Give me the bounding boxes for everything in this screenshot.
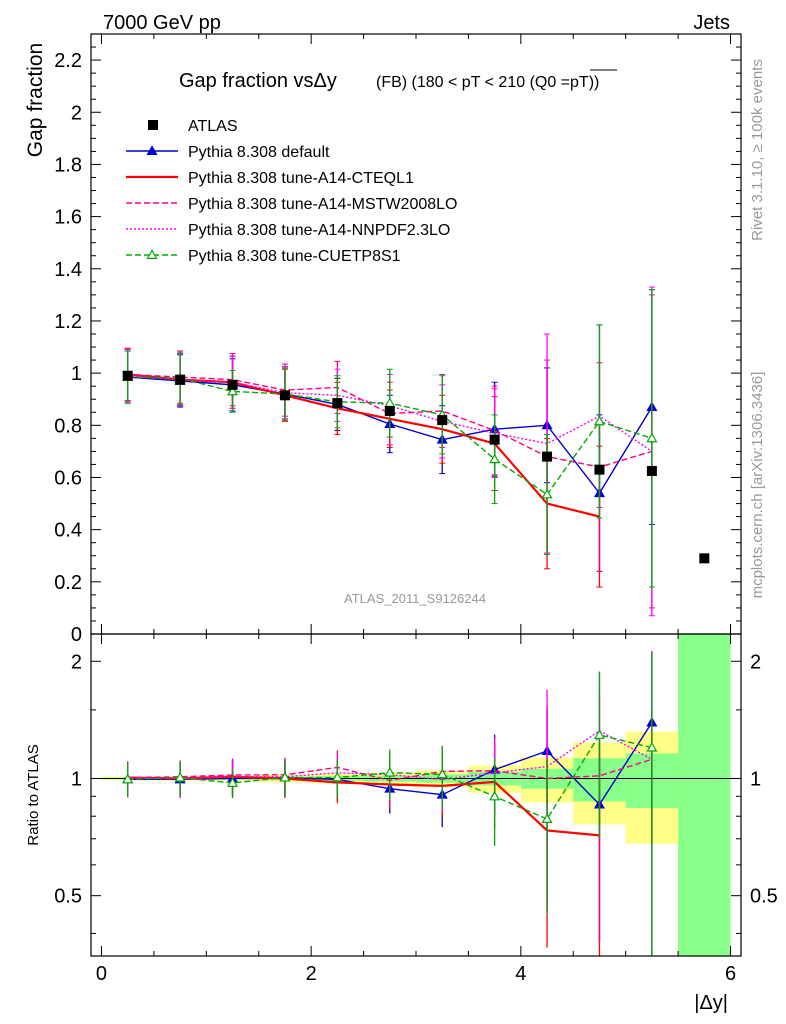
legend-label: Pythia 8.308 tune-A14-NNPDF2.3LO bbox=[188, 222, 450, 239]
data-point bbox=[175, 374, 186, 385]
ratio-point bbox=[122, 773, 134, 784]
data-point bbox=[437, 415, 448, 426]
data-point bbox=[699, 553, 710, 564]
analysis-watermark: ATLAS_2011_S9126244 bbox=[344, 591, 486, 606]
chart-title: Gap fraction vsΔy (FB) (180 < pT < 210 (… bbox=[179, 69, 617, 92]
y-tick-label-bottom-right: 1 bbox=[750, 768, 761, 790]
data-point bbox=[122, 370, 133, 381]
ratio-series-line bbox=[127, 730, 653, 781]
series-point bbox=[646, 432, 658, 443]
series-layer bbox=[122, 286, 658, 956]
data-point bbox=[227, 379, 238, 390]
x-tick-label: 4 bbox=[515, 963, 526, 985]
legend-marker bbox=[146, 145, 158, 155]
ratio-point bbox=[489, 790, 501, 801]
ratio-point bbox=[384, 766, 396, 777]
legend: ATLAS Pythia 8.308 default Pythia 8.308 tu… bbox=[126, 118, 457, 265]
y-tick-label-bottom-left: 2 bbox=[71, 651, 82, 673]
ratio-point bbox=[593, 729, 606, 739]
series-point bbox=[226, 385, 239, 396]
y-tick-label-bottom-left: 1 bbox=[71, 768, 82, 790]
y-tick-label-top: 1.6 bbox=[54, 207, 82, 229]
legend-marker bbox=[146, 249, 158, 259]
ratio-point bbox=[174, 771, 186, 782]
y-tick-label-bottom-left: 0.5 bbox=[54, 886, 82, 908]
ratio-bands bbox=[91, 634, 741, 956]
data-point bbox=[646, 465, 657, 476]
ratio-point bbox=[226, 777, 239, 787]
series-point bbox=[489, 453, 501, 464]
data-point bbox=[542, 451, 553, 462]
y-tick-label-top: 1 bbox=[71, 363, 82, 385]
y-tick-label-top: 2.2 bbox=[54, 50, 82, 72]
legend-label: Pythia 8.308 tune-CUETP8S1 bbox=[188, 248, 401, 265]
data-layer bbox=[122, 370, 710, 564]
ratio-point bbox=[646, 741, 658, 752]
legend-label: Pythia 8.308 tune-A14-CTEQL1 bbox=[188, 170, 414, 187]
y-tick-label-top: 1.4 bbox=[54, 259, 82, 281]
y-tick-label-top: 0.6 bbox=[54, 467, 82, 489]
y-tick-label-top: 1.2 bbox=[54, 311, 82, 333]
y-tick-label-bottom-right: 0.5 bbox=[750, 886, 778, 908]
y-tick-label-top: 2 bbox=[71, 102, 82, 124]
y-tick-label-top: 1.8 bbox=[54, 154, 82, 176]
legend-label: ATLAS bbox=[188, 118, 238, 135]
title-sub: (FB) (180 < pT < 210 (Q0 =pT)) bbox=[376, 74, 599, 91]
band-stat bbox=[678, 634, 731, 956]
ratio-point bbox=[436, 768, 448, 779]
y-tick-label-bottom-right: 2 bbox=[750, 651, 761, 673]
axes-layer: 0 2 4 6 0 0.2 0.4 0.6 0.8 1 1.2 1.4 1.6 1.8 2 2.2 0.5 0.5… bbox=[54, 33, 778, 985]
ratio-point bbox=[331, 771, 343, 782]
y-tick-label-top: 0.8 bbox=[54, 415, 82, 437]
header-left: 7000 GeV pp bbox=[103, 12, 221, 34]
series-line bbox=[127, 373, 600, 518]
ratio-series-line bbox=[127, 775, 600, 837]
ratio-point bbox=[279, 771, 291, 782]
y-tick-label-top: 0 bbox=[71, 624, 82, 646]
header-right: Jets bbox=[693, 12, 730, 34]
rivet-label: Rivet 3.1.10, ≥ 100k events bbox=[749, 59, 766, 241]
series-point bbox=[541, 488, 553, 499]
x-tick-label: 0 bbox=[96, 963, 107, 985]
x-axis-label: |Δy| bbox=[694, 992, 728, 1014]
data-point bbox=[279, 390, 290, 401]
mcplots-label: mcplots.cern.ch [arXiv:1306.3436] bbox=[749, 372, 766, 599]
series-point bbox=[593, 415, 606, 426]
data-point bbox=[384, 405, 395, 416]
legend-label: Pythia 8.308 tune-A14-MSTW2008LO bbox=[188, 196, 457, 213]
x-tick-label: 2 bbox=[306, 963, 317, 985]
legend-label: Pythia 8.308 default bbox=[188, 144, 330, 161]
x-tick-label: 6 bbox=[725, 963, 736, 985]
y-axis-label-bottom: Ratio to ATLAS bbox=[25, 744, 42, 845]
y-axis-label-top: Gap fraction bbox=[24, 43, 47, 157]
data-point bbox=[332, 398, 343, 409]
y-tick-label-top: 0.4 bbox=[54, 520, 82, 542]
data-point bbox=[594, 464, 605, 475]
ratio-point bbox=[541, 813, 553, 824]
series-line bbox=[127, 373, 653, 468]
y-tick-label-top: 0.2 bbox=[54, 572, 82, 594]
data-point bbox=[489, 434, 500, 445]
title-main: Gap fraction vsΔy bbox=[179, 70, 337, 92]
legend-marker bbox=[148, 120, 158, 130]
